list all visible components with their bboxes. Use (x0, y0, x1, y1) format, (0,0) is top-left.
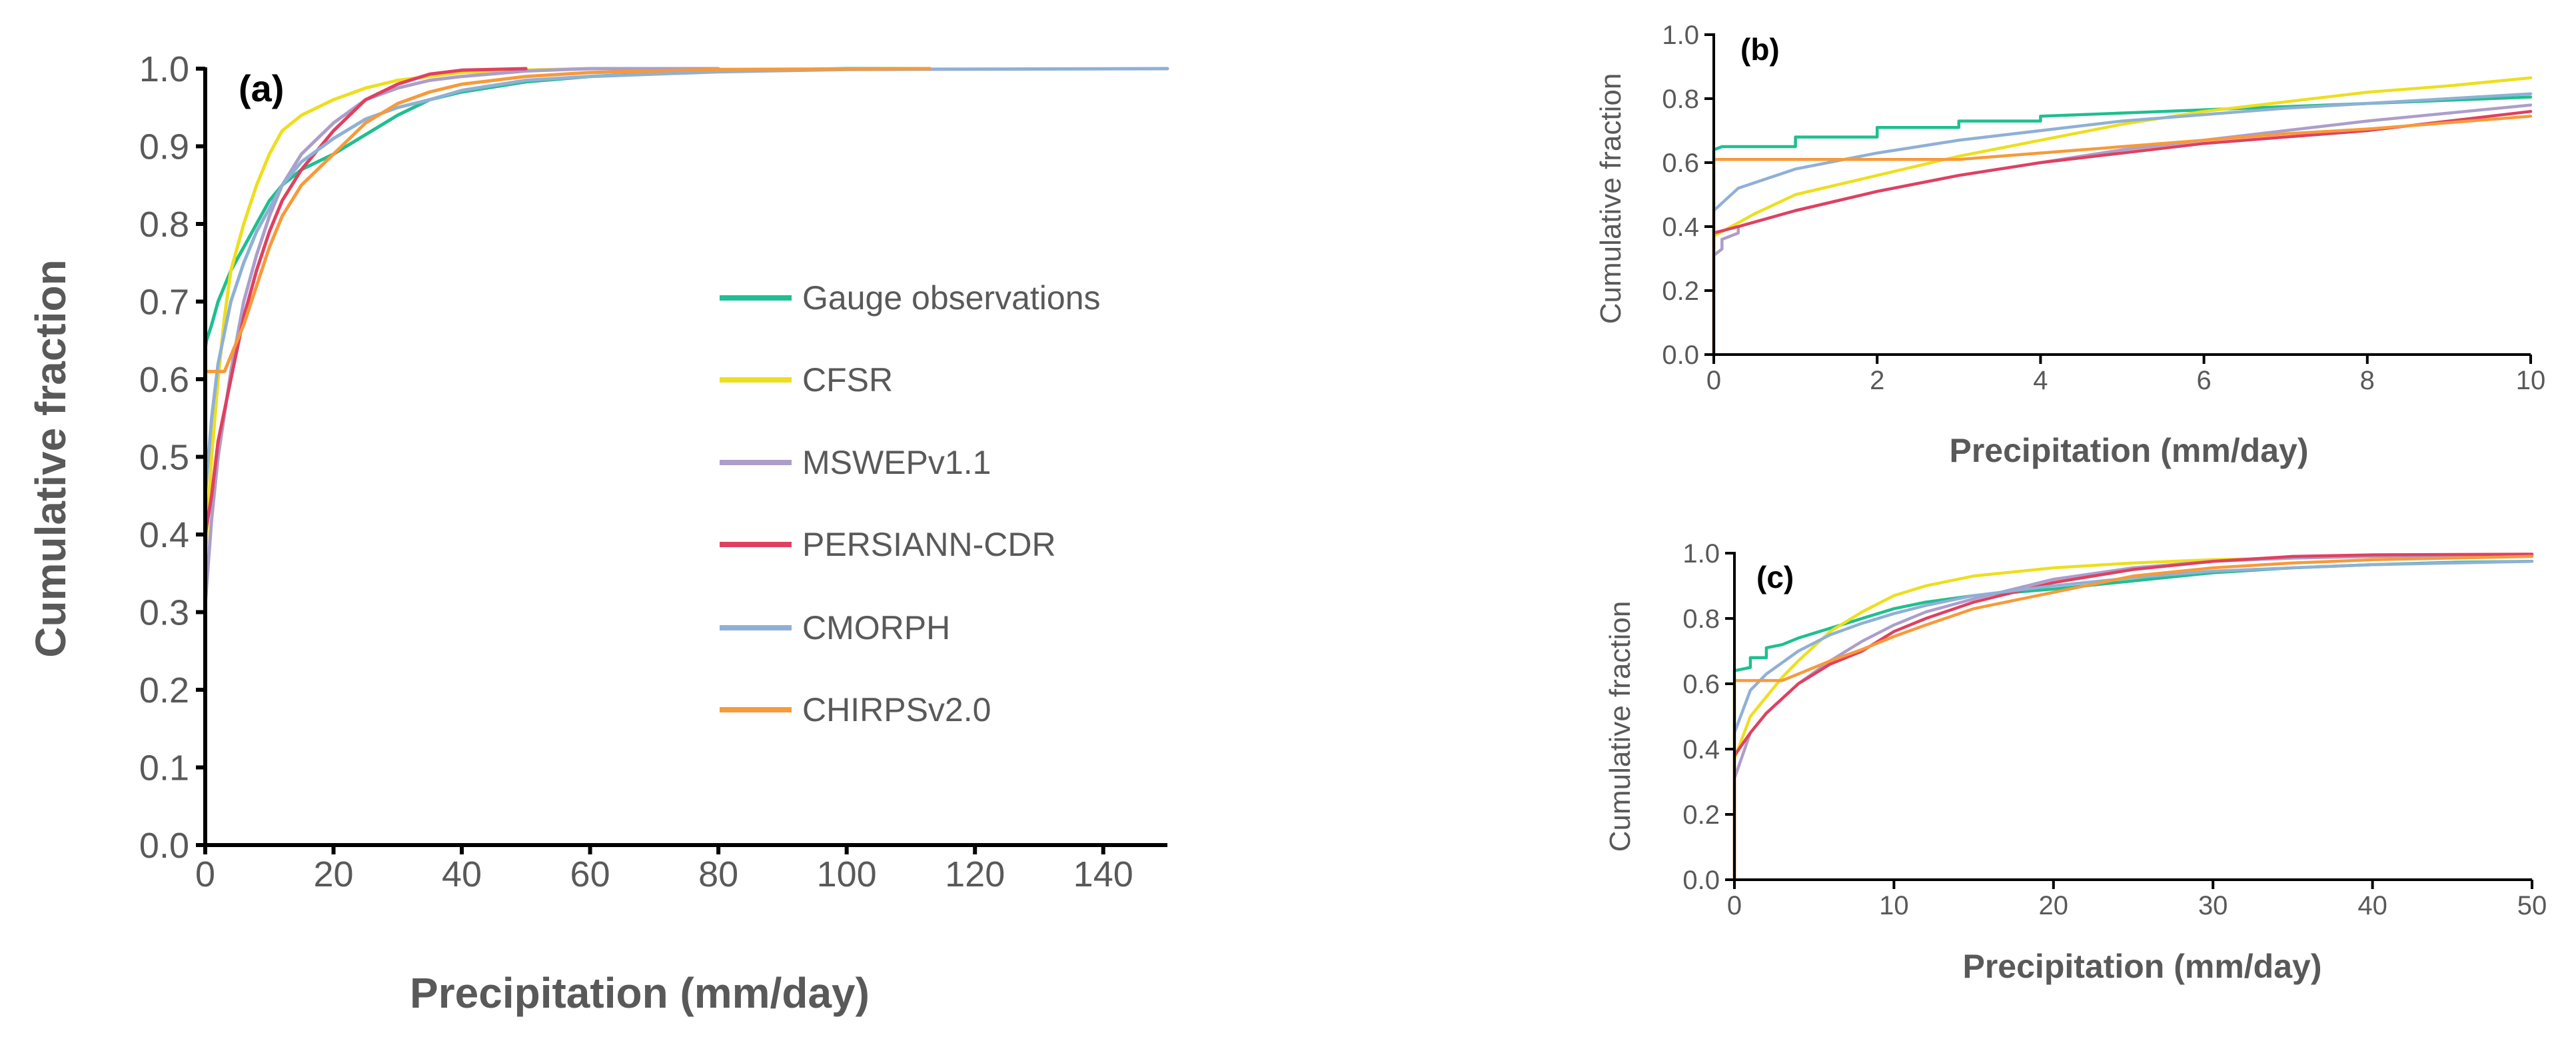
legend-entry-cfsr: CFSR (720, 361, 893, 399)
panel-a-x-tick-label: 60 (570, 854, 610, 894)
panel-b-series-persiann (1712, 109, 2533, 357)
panel-c-series-chirps (1732, 554, 2534, 882)
panel-a-series-persiann (203, 67, 528, 847)
panel-b-y-tick-label: 0.2 (1662, 277, 1699, 306)
panel-b-series-cfsr (1712, 76, 2533, 357)
panel-c-y-tick-label: 0.6 (1682, 670, 1720, 699)
panel-c-series-mswep (1732, 553, 2534, 882)
legend-entry-chirps: CHIRPSv2.0 (720, 691, 991, 728)
panel-c-x-tick-label: 50 (2517, 891, 2547, 920)
panel-a-x-tick-label: 40 (442, 854, 482, 894)
panel-c-series-persiann (1732, 552, 2534, 882)
panel-b-y-axis-title: Cumulative fraction (1595, 73, 1627, 325)
panel-c-y-ticks: 0.0 0.2 0.4 0.6 0.8 1.0 (1682, 539, 1734, 895)
panel-b-x-tick-label: 6 (2196, 366, 2211, 395)
panel-b-y-tick-label: 0.0 (1662, 341, 1699, 370)
panel-c-x-ticks: 0 10 20 30 40 50 (1727, 880, 2547, 920)
panel-b-x-tick-label: 0 (1706, 366, 1721, 395)
panel-b-x-tick-label: 8 (2360, 366, 2375, 395)
panel-a-y-tick-label: 0.9 (139, 127, 189, 167)
panel-a-x-tick-label: 140 (1073, 854, 1133, 894)
panel-c-x-axis-title: Precipitation (mm/day) (1963, 948, 2322, 985)
panel-b-y-tick-label: 0.6 (1662, 149, 1699, 178)
panel-b-series-gauge (1712, 95, 2533, 357)
panel-c-y-tick-label: 0.8 (1682, 604, 1720, 634)
legend-entry-cmorph: CMORPH (720, 609, 950, 646)
panel-a-y-tick-label: 0.7 (139, 282, 189, 322)
panel-b-y-tick-label: 0.4 (1662, 213, 1699, 242)
panel-a-series-mswep (203, 67, 720, 847)
panel-c-x-tick-label: 40 (2357, 891, 2387, 920)
panel-a-x-tick-label: 80 (698, 854, 738, 894)
panel-b-series (1712, 76, 2533, 357)
panel-c-series-gauge (1732, 560, 2534, 882)
panel-b-x-tick-label: 10 (2516, 366, 2546, 395)
panel-b: 0.0 0.2 0.4 0.6 0.8 1.0 0 2 4 6 8 10 (b) Precipita… (1595, 21, 2545, 469)
panel-c-y-tick-label: 0.0 (1682, 866, 1720, 895)
panel-c-x-tick-label: 20 (2039, 891, 2069, 920)
panel-a-y-axis-title: Cumulative fraction (27, 259, 75, 657)
panel-a-y-tick-label: 0.3 (139, 592, 189, 632)
panel-a-series-cfsr (203, 67, 656, 847)
legend-label-persiann-cdr: PERSIANN-CDR (802, 526, 1056, 563)
panel-a-y-tick-label: 0.2 (139, 670, 189, 710)
panel-b-series-chirps (1712, 115, 2533, 357)
panel-c-x-tick-label: 30 (2198, 891, 2228, 920)
panel-c-x-tick-label: 0 (1727, 891, 1742, 920)
legend-entry-mswep: MSWEPv1.1 (720, 444, 991, 481)
panel-a-y-tick-label: 0.1 (139, 748, 189, 788)
panel-c-y-tick-label: 0.2 (1682, 800, 1720, 830)
legend-label-cfsr: CFSR (802, 361, 893, 399)
panel-c-y-tick-label: 0.4 (1682, 735, 1720, 764)
panel-a-y-tick-label: 0.6 (139, 360, 189, 400)
panel-a-y-tick-label: 0.4 (139, 515, 189, 555)
panel-b-y-ticks: 0.0 0.2 0.4 0.6 0.8 1.0 (1662, 21, 1714, 370)
legend-label-gauge-observations: Gauge observations (802, 279, 1101, 317)
panel-a-y-ticks: 0.0 0.1 0.2 0.3 0.4 0.5 0.6 0.7 0.8 0.9 1.0 (139, 49, 205, 866)
panel-c: 0.0 0.2 0.4 0.6 0.8 1.0 0 10 20 30 40 50 (c) Preci… (1604, 539, 2547, 985)
panel-a-series-cmorph (203, 67, 1169, 847)
panel-a-y-tick-label: 0.5 (139, 437, 189, 477)
panel-c-series-cmorph (1732, 560, 2534, 882)
legend-entry-gauge-observations: Gauge observations (720, 279, 1101, 317)
panel-a-x-tick-label: 20 (313, 854, 353, 894)
panel-c-series-cfsr (1732, 553, 2534, 882)
panel-b-x-ticks: 0 2 4 6 8 10 (1706, 355, 2545, 395)
panel-a-series (203, 67, 1169, 847)
panel-c-y-axis-title: Cumulative fraction (1604, 601, 1636, 852)
panel-a-y-tick-label: 0.8 (139, 205, 189, 245)
panel-a-x-axis-title: Precipitation (mm/day) (410, 969, 870, 1017)
panel-a-y-tick-label: 0.0 (139, 826, 189, 866)
legend-entry-persiann-cdr: PERSIANN-CDR (720, 526, 1056, 563)
legend-label-chirps: CHIRPSv2.0 (802, 691, 991, 728)
panel-a-x-tick-label: 100 (817, 854, 877, 894)
panel-a: 0.0 0.1 0.2 0.3 0.4 0.5 0.6 0.7 0.8 0.9 1.0 0 20 40 6… (27, 49, 1169, 1017)
panel-b-x-tick-label: 4 (2033, 366, 2048, 395)
panel-b-series-mswep (1712, 103, 2533, 357)
panel-a-x-tick-label: 120 (945, 854, 1005, 894)
panel-b-series-cmorph (1712, 92, 2533, 357)
panel-b-x-axis-title: Precipitation (mm/day) (1950, 432, 2309, 469)
panel-c-series (1732, 552, 2534, 882)
panel-a-x-ticks: 0 20 40 60 80 100 120 140 (195, 845, 1133, 894)
panel-b-y-tick-label: 0.8 (1662, 85, 1699, 114)
panel-a-series-chirps (203, 67, 932, 847)
panel-b-label: (b) (1740, 32, 1780, 67)
panel-a-x-tick-label: 0 (195, 854, 215, 894)
panel-c-y-tick-label: 1.0 (1682, 539, 1720, 568)
panel-b-x-tick-label: 2 (1870, 366, 1884, 395)
legend-label-mswep: MSWEPv1.1 (802, 444, 991, 481)
legend-label-cmorph: CMORPH (802, 609, 950, 646)
legend: Gauge observations CFSR MSWEPv1.1 PERSIA… (720, 279, 1101, 728)
panel-c-x-tick-label: 10 (1879, 891, 1909, 920)
panel-a-y-tick-label: 1.0 (139, 49, 189, 89)
panel-b-y-tick-label: 1.0 (1662, 21, 1699, 50)
panel-a-label: (a) (239, 67, 284, 109)
panel-c-label: (c) (1756, 560, 1794, 594)
